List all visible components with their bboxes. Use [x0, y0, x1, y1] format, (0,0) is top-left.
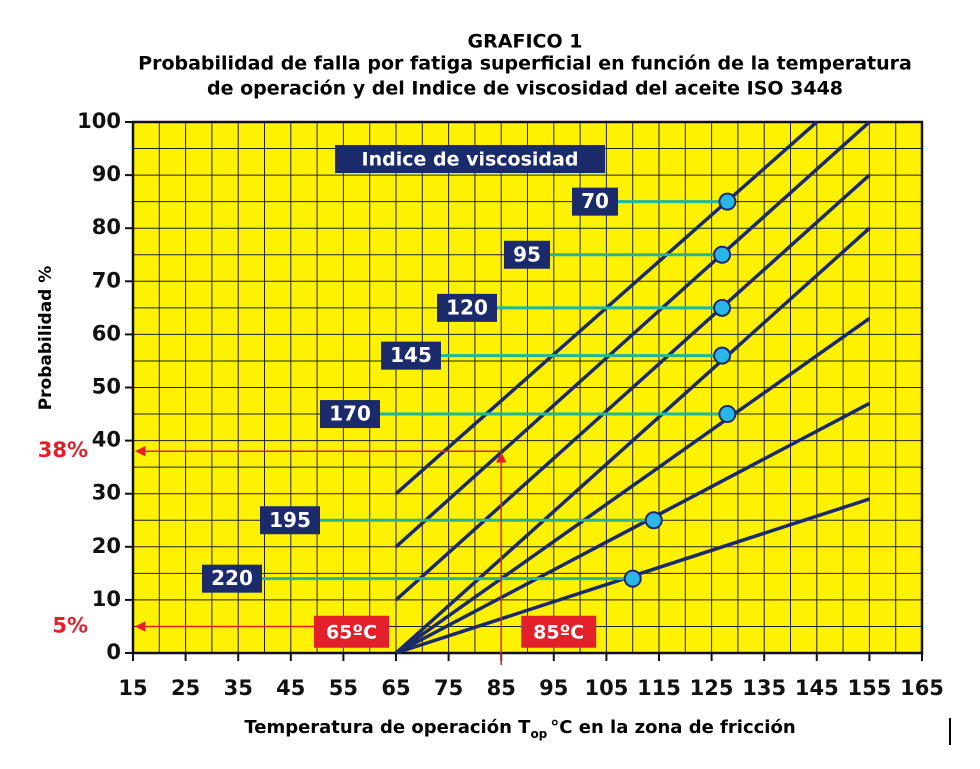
series-label-box — [437, 293, 497, 322]
y-tick-label: 90 — [92, 162, 121, 186]
series-label-box — [572, 187, 618, 216]
x-tick-label: 85 — [487, 676, 516, 700]
y-tick-label: 0 — [106, 640, 121, 664]
x-axis-label-sub: op — [530, 727, 547, 741]
series-line — [394, 226, 871, 655]
legend-label: 145 — [390, 343, 432, 367]
x-tick-label: 75 — [434, 676, 463, 700]
x-tick-label: 165 — [900, 676, 944, 700]
legend-label: 195 — [269, 508, 311, 532]
marker — [623, 569, 642, 588]
y-tick-label: 40 — [92, 428, 121, 452]
series-label-box — [320, 400, 380, 429]
series-label-box — [202, 564, 262, 593]
y-axis-label: Probabilidad % — [36, 266, 56, 411]
x-tick-label: 135 — [742, 676, 786, 700]
annotation-box — [521, 615, 597, 648]
y-tick-label: 30 — [92, 481, 121, 505]
legend: Indice de viscosidad — [335, 145, 605, 173]
annotation-label: 85ºC — [533, 621, 584, 643]
legend-label: 70 — [581, 189, 609, 213]
series-label-box — [381, 341, 441, 370]
chart-title: GRAFICO 1 — [468, 31, 583, 53]
series-line — [394, 173, 871, 602]
annotation-label: 5% — [52, 613, 88, 637]
legend-title: Indice de viscosidad — [362, 149, 579, 171]
series-line — [395, 401, 871, 655]
y-tick-label: 70 — [92, 268, 121, 292]
annotation-label: 38% — [38, 438, 88, 462]
x-tick-label: 105 — [584, 676, 628, 700]
series-line — [394, 317, 871, 655]
y-tick-label: 60 — [92, 321, 121, 345]
marker — [644, 511, 663, 530]
chart-subtitle: Probabilidad de falla por fatiga superfi… — [138, 53, 912, 75]
y-tick-label: 20 — [92, 534, 121, 558]
legend-label: 120 — [446, 295, 488, 319]
legend-label: 170 — [329, 402, 371, 426]
marker — [718, 405, 737, 424]
x-tick-label: 125 — [690, 676, 734, 700]
series-label-box — [504, 240, 550, 269]
x-tick-label: 35 — [224, 676, 253, 700]
series-line — [394, 120, 871, 549]
x-tick-label: 55 — [329, 676, 358, 700]
annotation-label: 65ºC — [326, 621, 377, 643]
x-tick-label: 25 — [171, 676, 200, 700]
x-axis-label-part: Temperatura de operación T — [244, 717, 531, 738]
chart-subtitle: de operación y del Indice de viscosidad … — [207, 78, 843, 100]
series-label-box — [260, 506, 320, 535]
marker — [713, 298, 732, 317]
x-tick-label: 115 — [637, 676, 681, 700]
x-tick-label: 145 — [795, 676, 839, 700]
y-tick-label: 50 — [92, 375, 121, 399]
y-tick-label: 10 — [92, 587, 121, 611]
x-tick-label: 95 — [539, 676, 568, 700]
x-tick-label: 45 — [276, 676, 305, 700]
x-tick-label: 65 — [381, 676, 410, 700]
x-tick-label: 155 — [847, 676, 891, 700]
x-axis-label-part: °C en la zona de fricción — [550, 717, 795, 738]
marker — [713, 346, 732, 365]
marker — [713, 245, 732, 264]
x-tick-label: 15 — [118, 676, 147, 700]
legend-label: 220 — [211, 566, 253, 590]
annotation-box — [314, 615, 389, 648]
x-axis-label: Temperatura de operación Top °C en la zon… — [244, 717, 795, 741]
y-tick-label: 80 — [92, 215, 121, 239]
legend-box — [335, 145, 605, 173]
y-tick-label: 100 — [77, 109, 121, 133]
legend-label: 95 — [513, 242, 541, 266]
marker — [718, 192, 737, 211]
